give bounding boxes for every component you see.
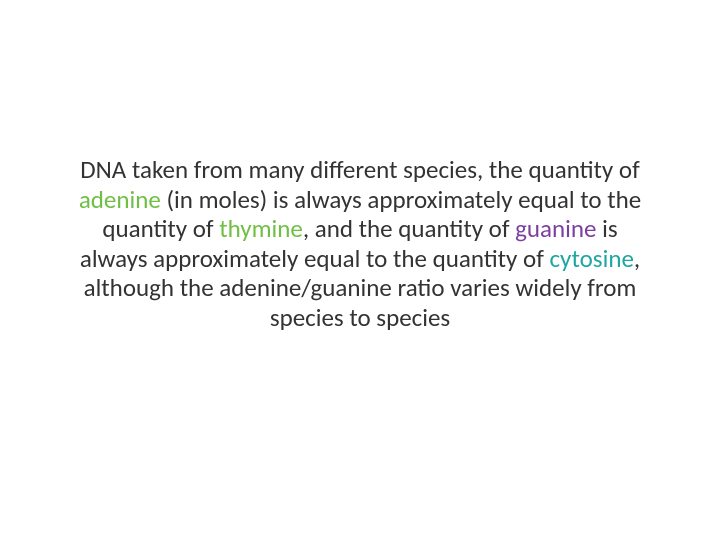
text-run: DNA taken from many different species, t… <box>80 154 639 185</box>
text-run-thymine: thymine <box>219 213 303 244</box>
body-paragraph: DNA taken from many different species, t… <box>70 155 650 332</box>
text-run-guanine: guanine <box>515 213 596 244</box>
text-run-adenine: adenine <box>79 184 161 215</box>
text-run-cytosine: cytosine <box>549 243 633 274</box>
text-run: , and the quantity of <box>303 213 515 244</box>
slide: DNA taken from many different species, t… <box>0 0 720 540</box>
